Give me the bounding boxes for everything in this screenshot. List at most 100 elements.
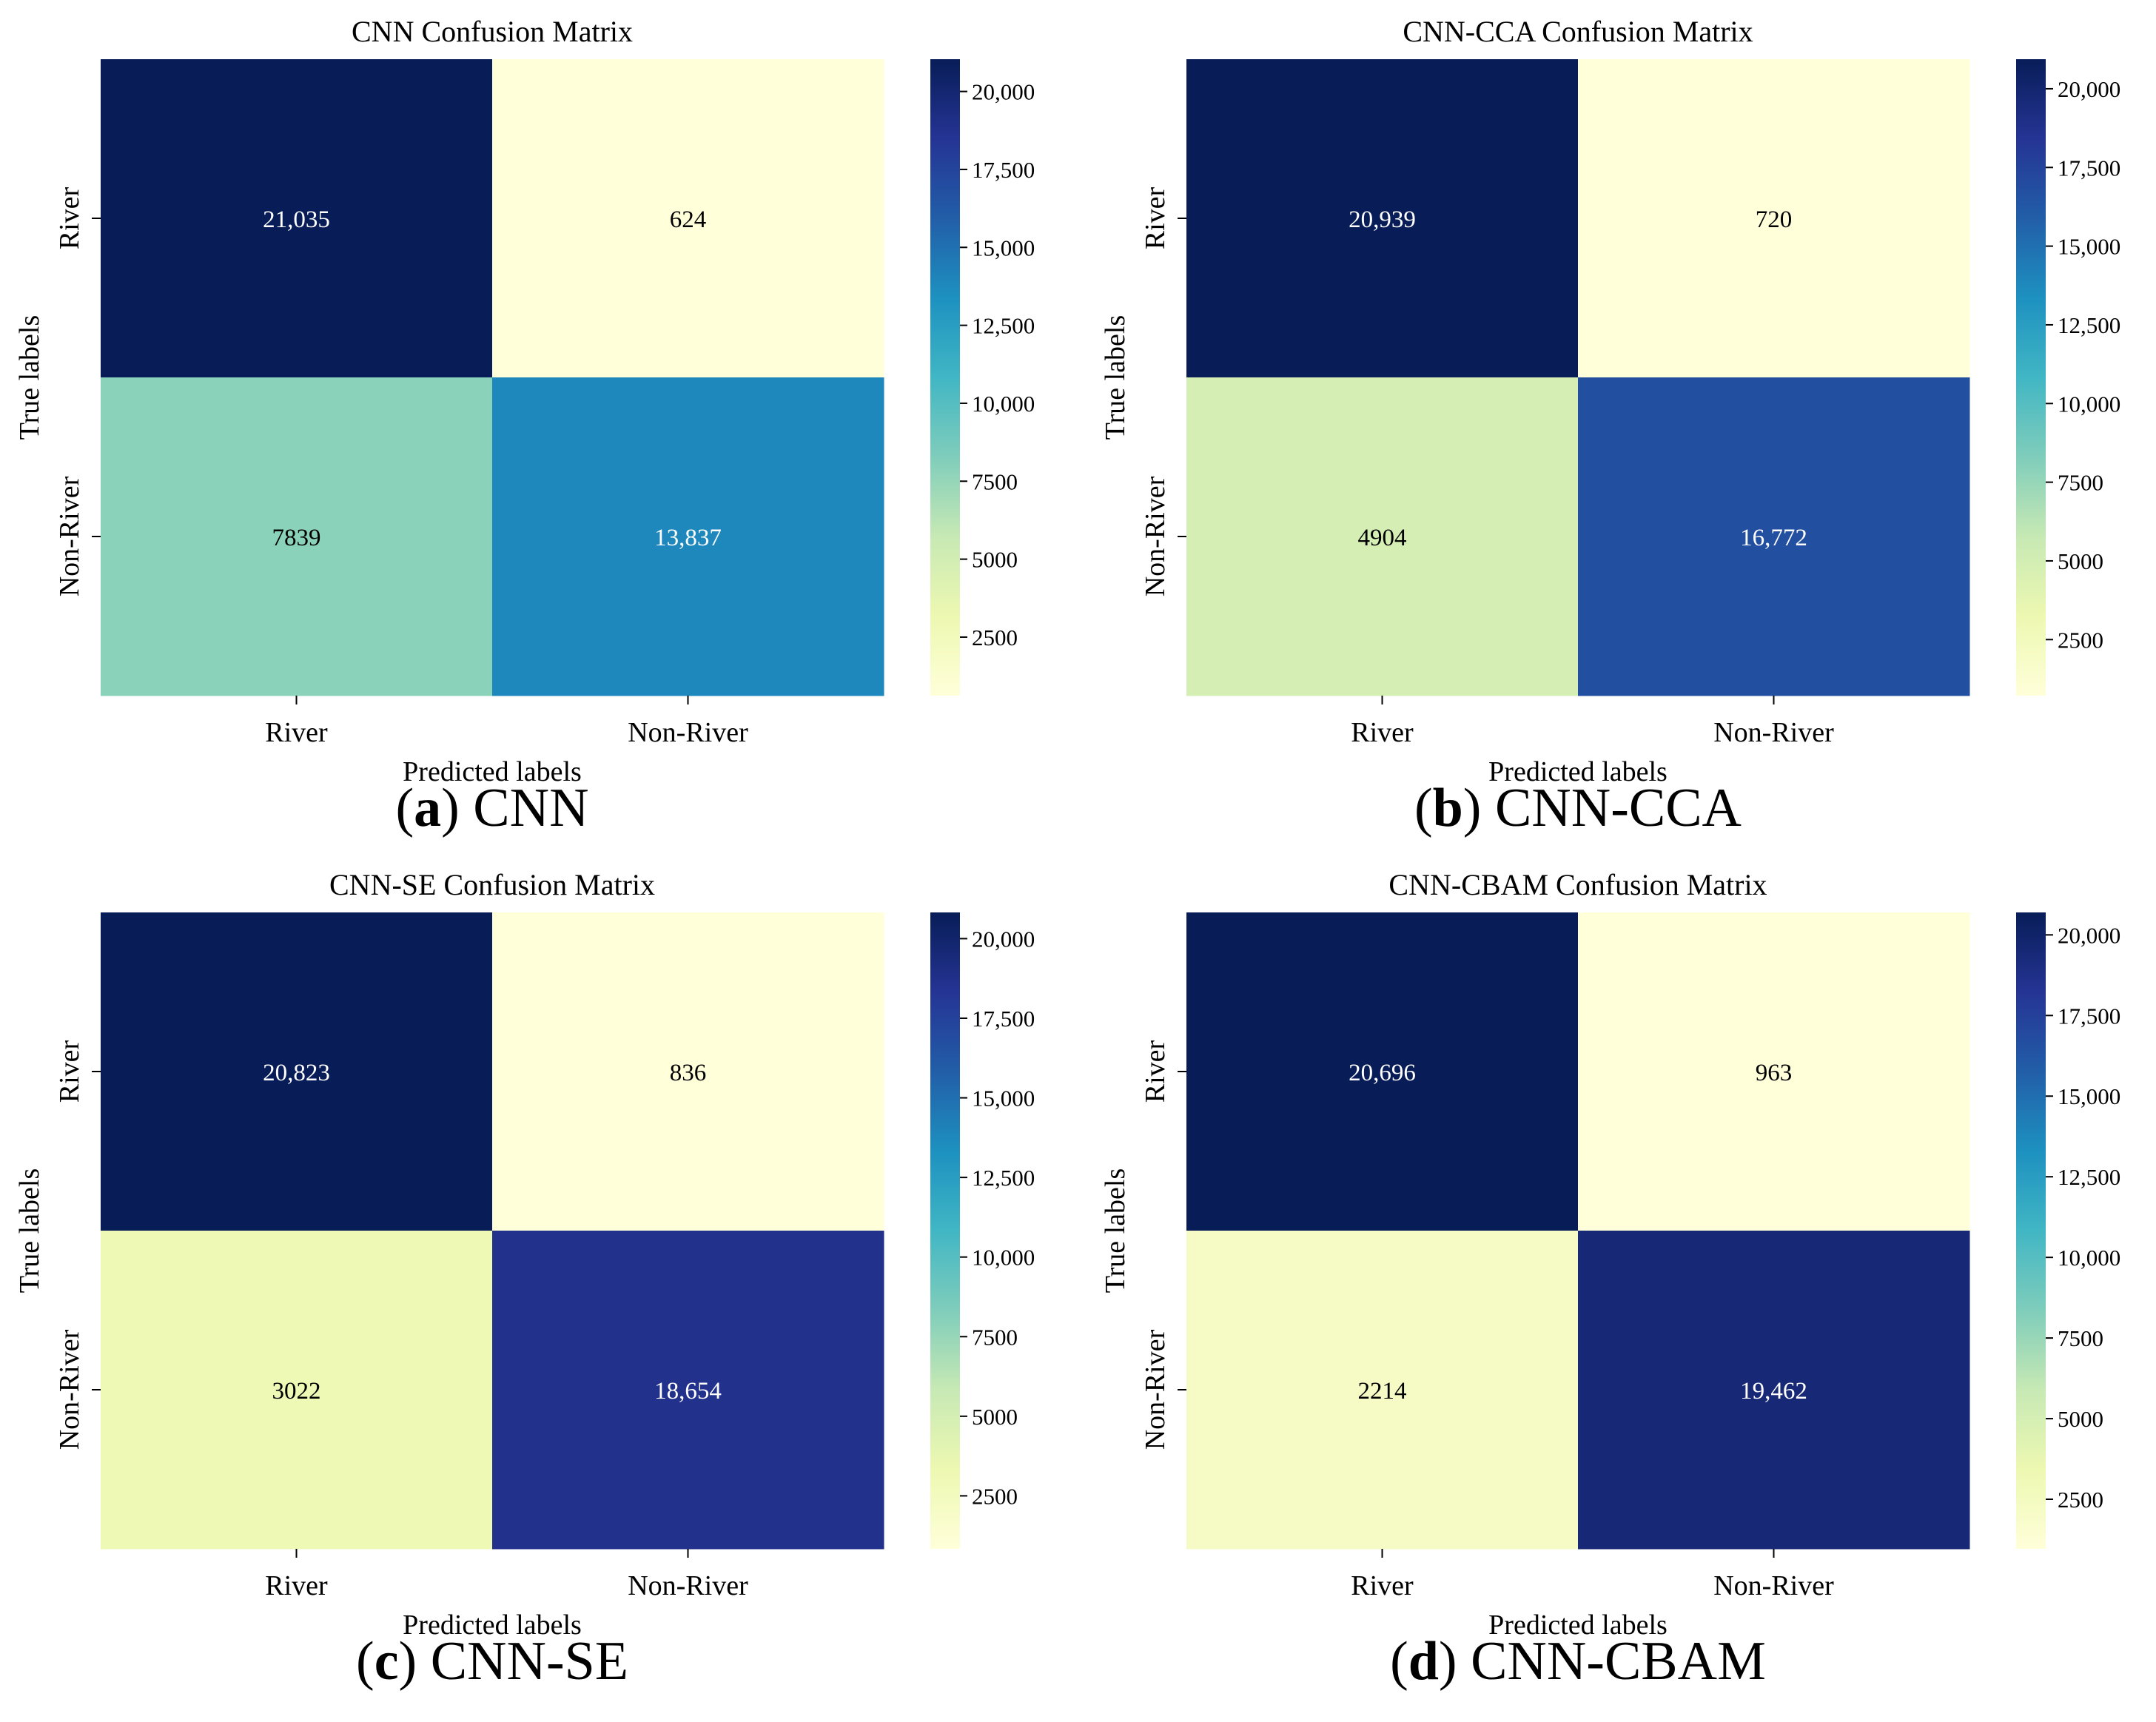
colorbar-tick-label: 2500 — [2058, 627, 2103, 653]
colorbar-tick-label: 10,000 — [2058, 391, 2120, 417]
y-tick-label: River — [54, 186, 85, 249]
cell-value-label: 21,035 — [263, 206, 330, 233]
cell-value-label: 836 — [670, 1060, 707, 1086]
x-tick-label: Non-River — [1713, 1570, 1834, 1601]
y-tick-label: Non-River — [1140, 1329, 1171, 1450]
colorbar-tick-label: 5000 — [972, 1404, 1018, 1430]
cell-value-label: 20,696 — [1349, 1060, 1416, 1086]
colorbar-tick-label: 12,500 — [972, 313, 1035, 339]
x-tick-label: River — [265, 717, 328, 748]
y-tick-label: River — [54, 1040, 85, 1103]
colorbar-tick-label: 10,000 — [972, 1245, 1035, 1271]
colorbar-tick-label: 20,000 — [2058, 76, 2120, 102]
colorbar — [2016, 912, 2046, 1549]
cell-value-label: 624 — [670, 206, 707, 233]
y-tick-label: Non-River — [54, 476, 85, 596]
panel-caption: (b) CNN-CCA — [1414, 778, 1742, 838]
cell-value-label: 20,939 — [1349, 206, 1416, 233]
colorbar-tick-label: 2500 — [2058, 1487, 2103, 1513]
panel-caption: (c) CNN-SE — [356, 1631, 628, 1692]
heatmap: 20,939 720 4904 16,772 — [1186, 59, 1970, 696]
heatmap-cell — [1186, 59, 1579, 378]
cell-value-label: 20,823 — [263, 1060, 330, 1086]
colorbar-tick-label: 20,000 — [972, 79, 1035, 105]
chart-title: CNN-CCA Confusion Matrix — [1403, 15, 1753, 48]
chart-panel-2: CNN-CCA Confusion Matrix 20,939 720 4904 16,… — [1100, 15, 2120, 838]
y-tick-label: Non-River — [1140, 476, 1171, 596]
panel-caption: (d) CNN-CBAM — [1390, 1631, 1766, 1692]
heatmap-cell — [1578, 59, 1970, 378]
chart-title: CNN-SE Confusion Matrix — [329, 868, 655, 901]
heatmap-cell — [492, 59, 884, 378]
cell-value-label: 3022 — [272, 1378, 321, 1405]
heatmap-cell — [1578, 377, 1970, 696]
colorbar-tick-label: 20,000 — [972, 926, 1035, 952]
colorbar-tick-label: 15,000 — [972, 235, 1035, 260]
caption-paren-open: ( — [1414, 778, 1433, 838]
colorbar-tick-label: 17,500 — [2058, 155, 2120, 181]
caption-paren-close: ) — [1439, 1631, 1471, 1692]
heatmap-cell — [492, 377, 884, 696]
colorbar-tick-label: 15,000 — [2058, 234, 2120, 260]
caption-text: CNN-SE — [431, 1631, 628, 1692]
colorbar — [2016, 59, 2046, 696]
cell-value-label: 18,654 — [654, 1378, 722, 1405]
colorbar-tick-label: 17,500 — [972, 157, 1035, 183]
colorbar-tick-label: 5000 — [2058, 548, 2103, 574]
colorbar-tick-label: 12,500 — [2058, 1164, 2120, 1190]
x-tick-label: Non-River — [628, 1570, 748, 1601]
colorbar-tick-label: 2500 — [972, 625, 1018, 650]
caption-text: CNN — [473, 778, 588, 838]
heatmap: 20,696 963 2214 19,462 — [1186, 912, 1970, 1550]
caption-text: CNN-CBAM — [1471, 1631, 1766, 1692]
x-axis-label: Predicted labels — [1488, 756, 1668, 787]
caption-letter: b — [1433, 778, 1463, 838]
cell-value-label: 16,772 — [1740, 525, 1807, 551]
y-axis-label: True labels — [1100, 315, 1131, 440]
colorbar-tick-label: 17,500 — [2058, 1003, 2120, 1029]
x-axis-label: Predicted labels — [403, 1610, 582, 1641]
heatmap-cell — [492, 1231, 884, 1550]
y-axis-label: True labels — [14, 1168, 45, 1294]
colorbar — [930, 59, 960, 696]
caption-letter: c — [375, 1631, 399, 1692]
heatmap-cell — [101, 59, 493, 378]
chart-panel-3: CNN-SE Confusion Matrix 20,823 836 3022 18,6… — [14, 868, 1035, 1692]
cell-value-label: 720 — [1756, 206, 1793, 233]
colorbar-tick-label: 2500 — [972, 1483, 1018, 1509]
cell-value-label: 4904 — [1358, 525, 1407, 551]
x-tick-label: Non-River — [1713, 717, 1834, 748]
heatmap-cell — [101, 1231, 493, 1550]
y-tick-label: River — [1140, 186, 1171, 249]
y-tick-label: Non-River — [54, 1329, 85, 1450]
x-tick-label: Non-River — [628, 717, 748, 748]
colorbar-tick-label: 12,500 — [972, 1165, 1035, 1191]
caption-paren-open: ( — [1390, 1631, 1408, 1692]
heatmap: 21,035 624 7839 13,837 — [101, 59, 884, 696]
caption-paren-close: ) — [1463, 778, 1495, 838]
colorbar — [930, 912, 960, 1549]
x-tick-label: River — [1351, 717, 1414, 748]
cell-value-label: 7839 — [272, 525, 321, 551]
chart-title: CNN Confusion Matrix — [352, 15, 633, 48]
colorbar-tick-label: 5000 — [2058, 1406, 2103, 1432]
caption-paren-close: ) — [441, 778, 473, 838]
heatmap-cell — [101, 377, 493, 696]
x-axis-label: Predicted labels — [1488, 1610, 1668, 1641]
panel-caption: (a) CNN — [395, 778, 588, 838]
heatmap-cell — [101, 912, 493, 1231]
y-axis-label: True labels — [1100, 1168, 1131, 1294]
caption-letter: a — [414, 778, 441, 838]
colorbar-tick-label: 7500 — [2058, 470, 2103, 496]
colorbar-tick-label: 15,000 — [2058, 1083, 2120, 1109]
colorbar-tick-label: 7500 — [972, 1324, 1018, 1350]
cell-value-label: 963 — [1756, 1060, 1793, 1086]
heatmap-cell — [1186, 912, 1579, 1231]
chart-panel-4: CNN-CBAM Confusion Matrix 20,696 963 2214 19… — [1100, 868, 2120, 1692]
colorbar-tick-label: 5000 — [972, 547, 1018, 573]
y-tick-label: River — [1140, 1040, 1171, 1103]
cell-value-label: 13,837 — [654, 525, 722, 551]
colorbar-tick-label: 20,000 — [2058, 922, 2120, 948]
caption-text: CNN-CCA — [1495, 778, 1742, 838]
